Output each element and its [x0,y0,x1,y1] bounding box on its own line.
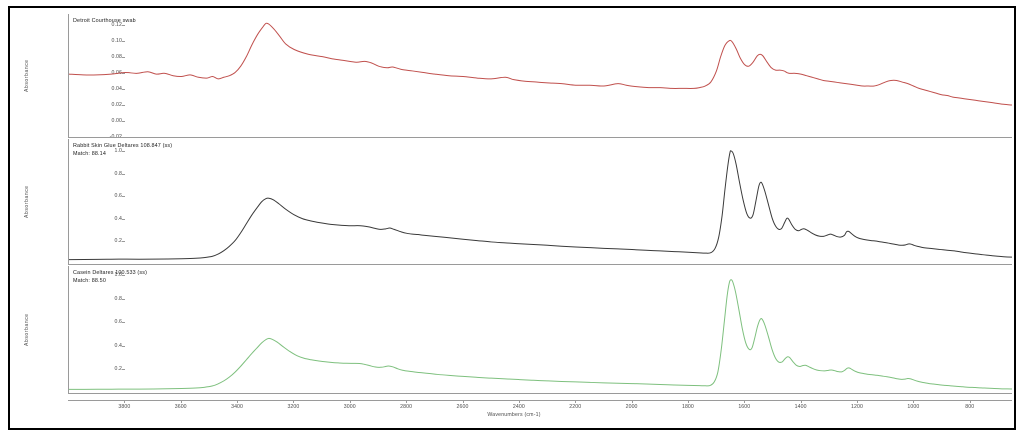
y-axis-title-panel-2: Absorbance [24,313,30,347]
plot-area-panel-0: Detroit Courthouse swab [68,14,1012,138]
spectrum-panel-rabbit-skin-glue: Absorbance 1.0 0.8 0.6 0.4 0.2 Rabbit Skin G… [24,139,1012,265]
spectrum-curve-casein [69,266,1012,393]
x-tick-mark [800,400,802,403]
y-tick-mark [122,173,125,175]
y-tick-label: 0.08 [111,54,122,60]
plot-area-panel-1: Rabbit Skin Glue Deltares 108.847 (ss) M… [68,139,1012,265]
plot-area-panel-2: Casein Deltares 100.533 (ss) Match: 88.5… [68,266,1012,394]
x-tick-mark [857,400,858,403]
x-tick-mark [631,400,633,403]
y-tick-mark [122,196,125,198]
x-tick-label: 2400 [512,404,525,410]
y-tick-mark [122,151,125,153]
spectrum-panel-casein: Absorbance 1.0 0.8 0.6 0.4 0.2 Casein Deltar… [24,266,1012,394]
y-tick-label: 0.2 [114,366,122,373]
annotation-line-2: Match: 88.50 [73,278,106,284]
x-tick-label: 3800 [118,404,131,410]
y-tick-label: 0.04 [111,86,122,92]
y-tick-label: 1.0 [114,148,122,155]
y-tick-mark [122,57,125,58]
x-tick-mark [462,400,464,403]
spectrum-curve-rabbit-skin-glue [69,139,1012,264]
x-axis-line [68,400,1012,401]
x-tick-label: 2600 [456,404,469,410]
y-tick-label: 0.4 [114,215,122,222]
x-tick-label: 2200 [569,404,582,410]
x-tick-mark [744,400,746,403]
x-tick-mark [349,400,351,403]
y-tick-label: 0.6 [114,319,122,326]
y-tick-label: 0.00 [111,118,122,124]
y-tick-mark [122,121,125,122]
y-tick-label: 0.4 [114,342,122,349]
annotation-line-1: Rabbit Skin Glue Deltares 108.847 (ss) [73,143,173,149]
x-tick-label: 3000 [343,404,356,410]
spectrum-panel-sample: Absorbance 0.12 0.10 0.08 0.06 0.04 0.02 0.00-… [24,14,1012,140]
x-tick-label: 3600 [174,404,187,410]
x-tick-label: 1800 [681,404,694,410]
annotation-panel-2: Casein Deltares 100.533 (ss) Match: 88.5… [73,269,147,285]
y-axis-title-panel-1: Absorbance [24,185,30,219]
y-tick-mark [122,274,125,276]
annotation-line-1: Detroit Courthouse swab [73,18,136,24]
y-tick-mark [122,369,125,371]
x-tick-mark [687,400,689,403]
x-tick-mark [575,400,577,403]
x-tick-label: 1600 [738,404,751,410]
y-tick-mark [122,298,125,300]
x-tick-label: 2000 [625,404,638,410]
annotation-panel-1: Rabbit Skin Glue Deltares 108.847 (ss) M… [73,142,172,158]
x-tick-mark [913,400,915,403]
x-tick-mark [406,400,408,403]
y-tick-labels-panel-2: 1.0 0.8 0.6 0.4 0.2 [68,266,125,394]
x-tick-label: 1000 [907,404,920,410]
x-tick-label: 1400 [794,404,807,410]
y-tick-label: 0.8 [114,295,122,302]
y-tick-label: 0.12 [111,22,122,28]
x-tick-mark [237,400,239,403]
y-tick-label: 0.2 [114,238,122,245]
figure-border: Absorbance 0.12 0.10 0.08 0.06 0.04 0.02 0.00-… [8,6,1016,430]
x-tick-label: 2800 [400,404,413,410]
x-tick-mark [293,400,295,403]
x-tick-mark [180,400,182,403]
y-tick-mark [122,89,125,90]
x-axis-title: Wavenumbers (cm-1) [487,412,541,418]
y-tick-mark [122,218,125,220]
y-tick-mark [122,25,125,26]
y-tick-label: 0.02 [111,102,122,108]
x-tick-mark [518,400,520,403]
y-tick-label: 0.10 [111,38,122,44]
y-tick-label: 0.8 [114,170,122,177]
y-tick-label: 1.0 [114,271,122,278]
x-tick-mark [969,400,971,403]
y-tick-mark [122,41,125,42]
y-tick-mark [122,73,125,74]
x-tick-mark [124,400,126,403]
x-tick-label: 800 [965,404,975,410]
annotation-line-2: Match: 88.14 [73,151,106,157]
y-tick-mark [122,322,125,324]
y-tick-label: 0.6 [114,193,122,200]
y-tick-mark [122,345,125,347]
y-tick-mark [122,105,125,106]
y-axis-title-panel-0: Absorbance [24,59,30,93]
x-tick-label: 3200 [287,404,300,410]
x-tick-label: 3400 [231,404,244,410]
spectrum-curve-sample [69,14,1012,137]
annotation-panel-0: Detroit Courthouse swab [73,17,136,25]
x-axis: 3800 3600 3400 3200 3000 2800 2600 2400 2200 2000… [68,400,1012,410]
annotation-line-1: Casein Deltares 100.533 (ss) [73,270,148,276]
x-tick-label: 1200 [851,404,863,410]
y-tick-labels-panel-1: 1.0 0.8 0.6 0.4 0.2 [68,139,125,265]
y-tick-mark [122,241,125,243]
